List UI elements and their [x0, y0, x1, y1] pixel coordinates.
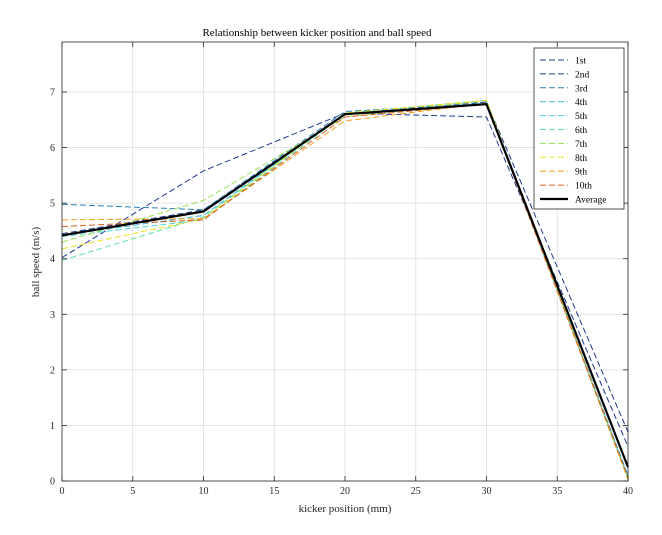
legend-label: 8th [575, 154, 587, 164]
x-tick-label: 25 [411, 486, 421, 497]
y-tick-label: 6 [50, 143, 55, 154]
x-tick-label: 0 [60, 486, 65, 497]
legend-label: 7th [575, 140, 587, 150]
y-axis-title: ball speed (m/s) [30, 227, 42, 298]
tick-layer: 0 5 10 15 20 25 30 35 40 0 1 2 3 4 5 6 7 [50, 42, 633, 497]
x-axis-title: kicker position (mm) [299, 503, 392, 515]
y-tick-label: 3 [50, 310, 55, 321]
x-tick-label: 10 [199, 486, 209, 497]
x-tick-label: 30 [482, 486, 492, 497]
legend-label: 1st [575, 57, 586, 67]
x-tick-label: 35 [552, 486, 562, 497]
legend-entries: 1st 2nd 3rd 4th 5th 6th 7th 8th 9th 10th Average [540, 57, 606, 206]
x-tick-label: 15 [269, 486, 279, 497]
x-tick-label: 5 [130, 486, 135, 497]
series-line-1st [61, 101, 629, 433]
legend-label: 3rd [575, 84, 588, 94]
series-layer [61, 99, 630, 481]
legend-label: 5th [575, 112, 587, 122]
chart-title: Relationship between kicker position and… [202, 27, 432, 39]
legend-box [533, 47, 625, 210]
y-tick-label: 4 [50, 254, 55, 265]
legend-label: 10th [575, 182, 592, 192]
y-tick-label: 2 [50, 365, 55, 376]
y-tick-label: 1 [50, 421, 55, 432]
y-tick-label: 7 [50, 88, 55, 99]
legend-label: Average [575, 196, 606, 206]
legend-label: 4th [575, 98, 587, 108]
series-line-10th [61, 103, 629, 479]
y-tick-label: 0 [50, 477, 55, 488]
series-line-average [61, 103, 630, 468]
x-tick-label: 40 [623, 486, 633, 497]
legend-label: 2nd [575, 70, 590, 80]
legend-label: 6th [575, 126, 587, 136]
x-tick-label: 20 [340, 486, 350, 497]
y-tick-label: 5 [50, 199, 55, 210]
legend: 1st 2nd 3rd 4th 5th 6th 7th 8th 9th 10th Average [533, 47, 625, 210]
legend-label: 9th [575, 168, 587, 178]
